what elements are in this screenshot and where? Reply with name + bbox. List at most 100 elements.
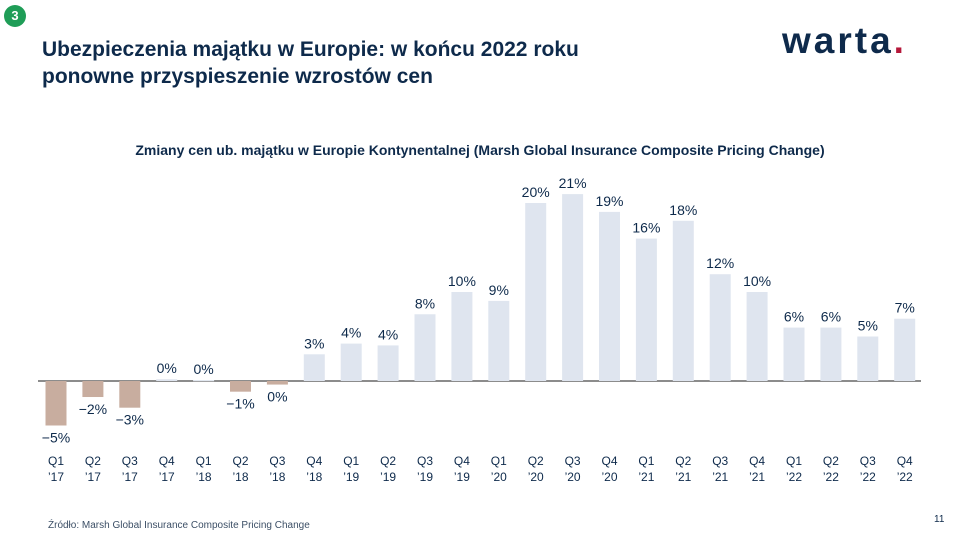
- x-tick-label-year: ’19: [417, 470, 433, 484]
- x-tick-label-year: ’18: [306, 470, 322, 484]
- x-tick-label-quarter: Q2: [675, 454, 691, 468]
- bar: [377, 345, 399, 381]
- data-label: 19%: [595, 193, 623, 209]
- data-label: 21%: [559, 175, 587, 191]
- data-label: 6%: [784, 309, 804, 325]
- bar: [894, 318, 916, 381]
- bar: [672, 220, 694, 381]
- data-label: 0%: [267, 389, 287, 405]
- x-tick-label-year: ’19: [343, 470, 359, 484]
- x-tick-label-year: ’21: [675, 470, 691, 484]
- data-label: 0%: [193, 361, 213, 377]
- x-tick-label-quarter: Q2: [380, 454, 396, 468]
- x-tick-label-year: ’21: [749, 470, 765, 484]
- x-tick-label-quarter: Q4: [306, 454, 322, 468]
- data-label: 10%: [448, 273, 476, 289]
- data-label: 12%: [706, 255, 734, 271]
- data-label: 18%: [669, 202, 697, 218]
- x-tick-label-year: ’18: [232, 470, 248, 484]
- logo-dot: .: [893, 20, 907, 61]
- data-label: −1%: [226, 396, 254, 412]
- x-tick-label-year: ’21: [638, 470, 654, 484]
- warta-logo: warta.: [782, 21, 907, 61]
- bar: [340, 343, 362, 381]
- x-tick-label-year: ’22: [860, 470, 876, 484]
- x-tick-label-year: ’19: [454, 470, 470, 484]
- bar: [746, 292, 768, 381]
- x-tick-label-quarter: Q1: [196, 454, 212, 468]
- data-label: 20%: [522, 184, 550, 200]
- x-tick-label-quarter: Q3: [565, 454, 581, 468]
- x-tick-label-year: ’18: [196, 470, 212, 484]
- bar: [193, 380, 215, 382]
- data-label: −2%: [79, 401, 107, 417]
- x-tick-label-year: ’20: [565, 470, 581, 484]
- x-tick-label-year: ’22: [897, 470, 913, 484]
- source-note: Źródło: Marsh Global Insurance Composite…: [48, 520, 310, 531]
- x-tick-label-quarter: Q4: [897, 454, 913, 468]
- x-tick-label-year: ’17: [48, 470, 64, 484]
- x-tick-label-quarter: Q2: [85, 454, 101, 468]
- x-tick-label-year: ’22: [823, 470, 839, 484]
- logo-text: warta: [782, 20, 894, 61]
- x-tick-label-year: ’17: [159, 470, 175, 484]
- x-tick-label-year: ’17: [85, 470, 101, 484]
- x-tick-label-year: ’19: [380, 470, 396, 484]
- x-tick-label-quarter: Q3: [269, 454, 285, 468]
- bar: [562, 194, 584, 381]
- x-tick-label-quarter: Q1: [343, 454, 359, 468]
- title-line-2: ponowne przyspieszenie wzrostów cen: [42, 65, 433, 88]
- slide-title: Ubezpieczenia majątku w Europie: w końcu…: [42, 36, 702, 90]
- data-label: −5%: [42, 430, 70, 446]
- bar: [266, 381, 288, 385]
- x-tick-label-quarter: Q4: [454, 454, 470, 468]
- bar: [525, 203, 547, 381]
- data-label: 7%: [895, 300, 915, 316]
- bar: [414, 314, 436, 381]
- data-label: 10%: [743, 273, 771, 289]
- x-tick-label-quarter: Q1: [48, 454, 64, 468]
- x-tick-label-quarter: Q2: [823, 454, 839, 468]
- bar: [709, 274, 731, 381]
- bar: [45, 381, 67, 426]
- x-tick-label-year: ’22: [786, 470, 802, 484]
- data-label: −3%: [116, 412, 144, 428]
- x-tick-label-quarter: Q3: [712, 454, 728, 468]
- chart-title: Zmiany cen ub. majątku w Europie Kontyne…: [135, 142, 825, 158]
- bar: [599, 211, 620, 381]
- data-label: 6%: [821, 309, 841, 325]
- x-tick-label-year: ’17: [122, 470, 138, 484]
- data-label: 4%: [341, 325, 361, 341]
- x-tick-label-quarter: Q3: [122, 454, 138, 468]
- data-label: 16%: [632, 220, 660, 236]
- bar: [451, 292, 473, 381]
- bar: [783, 327, 805, 381]
- slide-number-badge: 3: [4, 5, 26, 27]
- bar: [488, 300, 510, 381]
- x-tick-label-year: ’20: [491, 470, 507, 484]
- x-tick-label-year: ’20: [601, 470, 617, 484]
- x-tick-label-quarter: Q1: [638, 454, 654, 468]
- data-label: 4%: [378, 326, 398, 342]
- bar: [820, 327, 842, 381]
- bar: [857, 336, 879, 381]
- x-tick-label-quarter: Q4: [601, 454, 617, 468]
- x-tick-label-quarter: Q2: [528, 454, 544, 468]
- x-tick-label-quarter: Q3: [417, 454, 433, 468]
- x-tick-label-quarter: Q4: [749, 454, 765, 468]
- x-tick-label-year: ’21: [712, 470, 728, 484]
- x-tick-label-quarter: Q4: [159, 454, 175, 468]
- data-label: 9%: [489, 282, 509, 298]
- x-tick-label-year: ’18: [269, 470, 285, 484]
- x-tick-label-quarter: Q2: [232, 454, 248, 468]
- bar: [230, 381, 251, 392]
- data-label: 3%: [304, 335, 324, 351]
- bar: [156, 379, 178, 381]
- bar: [119, 381, 141, 408]
- data-label: 8%: [415, 295, 435, 311]
- data-label: 5%: [858, 318, 878, 334]
- x-tick-label-year: ’20: [528, 470, 544, 484]
- x-tick-label-quarter: Q3: [860, 454, 876, 468]
- title-line-1: Ubezpieczenia majątku w Europie: w końcu…: [42, 38, 579, 61]
